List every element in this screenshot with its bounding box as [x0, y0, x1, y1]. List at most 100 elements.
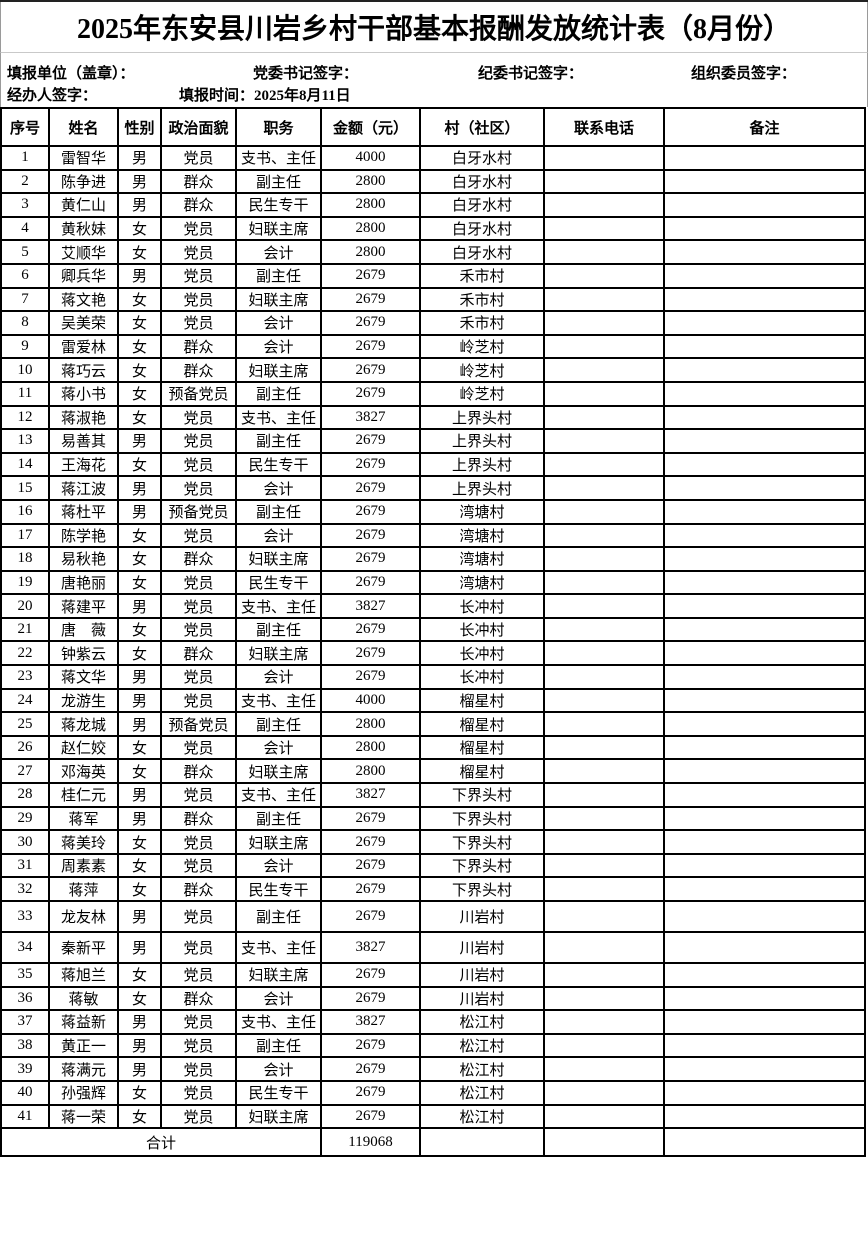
remark-cell	[663, 569, 866, 596]
table-row: 34 秦新平男党员 支书、主任 3827 川岩村	[0, 931, 866, 964]
amount-cell: 2679	[320, 876, 421, 902]
name-cell: 卿兵华	[48, 262, 119, 289]
table-row: 8 吴美荣女党员 会计 2679 禾市村	[0, 310, 866, 336]
remark-cell	[663, 687, 866, 714]
political-status-cell: 党员	[160, 475, 237, 501]
gender-cell: 女	[117, 734, 162, 761]
village-cell: 岭芝村	[419, 380, 545, 407]
name-cell: 陈学艳	[48, 522, 119, 549]
amount-cell: 2800	[320, 711, 421, 737]
amount-cell: 3827	[320, 931, 421, 964]
serial-cell: 27	[0, 758, 50, 785]
name-cell: 蒋满元	[48, 1056, 119, 1082]
phone-cell	[543, 1009, 665, 1035]
gender-cell: 女	[117, 1103, 162, 1130]
position-cell: 会计	[235, 333, 322, 360]
table-row: 11 蒋小书女预备党员 副主任 2679 岭芝村	[0, 380, 866, 407]
position-cell: 支书、主任	[235, 687, 322, 714]
amount-cell: 2679	[320, 805, 421, 832]
name-cell: 蒋文华	[48, 664, 119, 690]
phone-cell	[543, 428, 665, 454]
column-header-remark-cell: 备注	[663, 107, 866, 147]
gender-cell: 男	[117, 475, 162, 501]
phone-cell	[543, 1103, 665, 1130]
political-status-cell: 群众	[160, 168, 237, 195]
name-cell: 蒋淑艳	[48, 404, 119, 431]
political-status-cell: 群众	[160, 546, 237, 572]
gender-cell: 女	[117, 357, 162, 383]
position-cell: 会计	[235, 985, 322, 1012]
table-row: 12 蒋淑艳女党员 支书、主任 3827 上界头村	[0, 404, 866, 431]
serial-cell: 23	[0, 664, 50, 690]
remark-cell	[663, 1056, 866, 1082]
column-header-name-cell: 姓名	[48, 107, 119, 147]
serial-cell: 9	[0, 333, 50, 360]
serial-cell: 32	[0, 876, 50, 902]
village-cell: 湾塘村	[419, 498, 545, 525]
gender-cell: 男	[117, 192, 162, 218]
column-header-phone-cell: 联系电话	[543, 107, 665, 147]
remark-cell	[663, 262, 866, 289]
phone-cell	[543, 498, 665, 525]
amount-cell: 2679	[320, 498, 421, 525]
table-row: 40 孙强辉女党员 民生专干 2679 松江村	[0, 1079, 866, 1106]
remark-cell	[663, 498, 866, 525]
serial-cell: 36	[0, 985, 50, 1012]
political-status-cell: 党员	[160, 451, 237, 478]
gender-cell: 男	[117, 687, 162, 714]
position-cell: 支书、主任	[235, 1009, 322, 1035]
position-cell: 妇联主席	[235, 758, 322, 785]
table-row: 26 赵仁姣女党员 会计 2800 榴星村	[0, 734, 866, 761]
gender-cell: 女	[117, 640, 162, 667]
political-status-cell: 党员	[160, 215, 237, 242]
column-header-village-cell: 村（社区）	[419, 107, 545, 147]
name-cell: 黄正一	[48, 1032, 119, 1059]
gender-cell: 男	[117, 805, 162, 832]
remark-cell	[663, 1079, 866, 1106]
gender-cell: 男	[117, 931, 162, 964]
serial-cell: 37	[0, 1009, 50, 1035]
amount-cell: 2800	[320, 168, 421, 195]
phone-cell	[543, 404, 665, 431]
report-time-label: 填报时间：2025年8月11日	[179, 88, 351, 104]
amount-cell: 2679	[320, 829, 421, 855]
political-status-cell: 党员	[160, 734, 237, 761]
table-row: 2 陈争进男群众 副主任 2800 白牙水村	[0, 168, 866, 195]
table-row: 5 艾顺华女党员 会计 2800 白牙水村	[0, 239, 866, 265]
phone-cell	[543, 900, 665, 933]
village-cell: 白牙水村	[419, 145, 545, 171]
remark-cell	[663, 1103, 866, 1130]
table-row: 38 黄正一男党员 副主任 2679 松江村	[0, 1032, 866, 1059]
political-status-cell: 群众	[160, 333, 237, 360]
political-status-cell: 群众	[160, 985, 237, 1012]
village-cell: 榴星村	[419, 711, 545, 737]
total-phone-cell	[543, 1127, 665, 1158]
political-status-cell: 党员	[160, 1009, 237, 1035]
name-cell: 秦新平	[48, 931, 119, 964]
serial-cell: 16	[0, 498, 50, 525]
table-row: 6 卿兵华男党员 副主任 2679 禾市村	[0, 262, 866, 289]
position-cell: 副主任	[235, 262, 322, 289]
political-status-cell: 党员	[160, 1079, 237, 1106]
political-status-cell: 群众	[160, 640, 237, 667]
serial-cell: 12	[0, 404, 50, 431]
phone-cell	[543, 805, 665, 832]
phone-cell	[543, 239, 665, 265]
village-cell: 白牙水村	[419, 239, 545, 265]
serial-cell: 14	[0, 451, 50, 478]
phone-cell	[543, 145, 665, 171]
position-cell: 会计	[235, 522, 322, 549]
party-secretary-signature-label: 党委书记签字：	[253, 66, 359, 82]
phone-cell	[543, 782, 665, 808]
political-status-cell: 党员	[160, 1103, 237, 1130]
remark-cell	[663, 852, 866, 879]
amount-cell: 3827	[320, 593, 421, 619]
salary-table-body: 1 雷智华男党员 支书、主任 4000 白牙水村 2 陈争进男群众 副主任 2800 白牙水村 3 黄…	[0, 145, 866, 1158]
position-cell: 副主任	[235, 805, 322, 832]
position-cell: 妇联主席	[235, 829, 322, 855]
amount-cell: 4000	[320, 687, 421, 714]
village-cell: 上界头村	[419, 475, 545, 501]
gender-cell: 男	[117, 664, 162, 690]
name-cell: 周素素	[48, 852, 119, 879]
serial-cell: 5	[0, 239, 50, 265]
